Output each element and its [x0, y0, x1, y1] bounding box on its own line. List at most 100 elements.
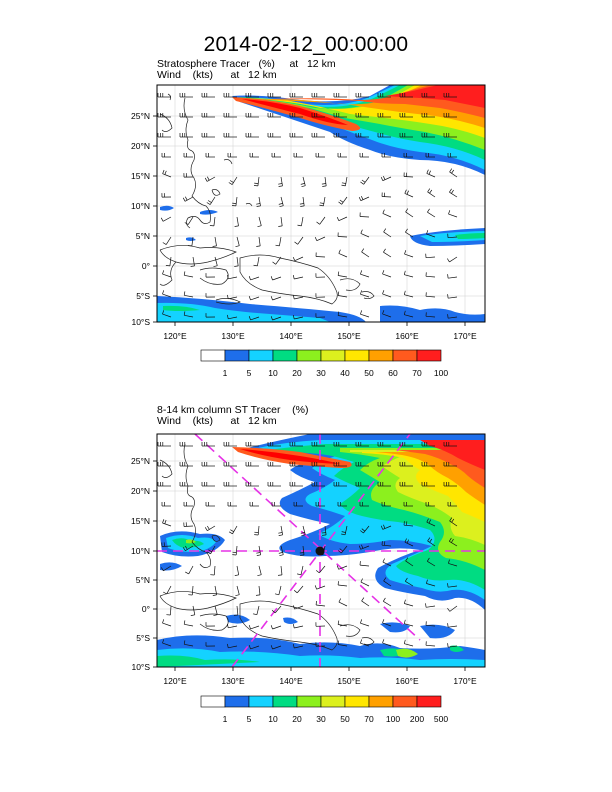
panel1-ytick: 0°: [142, 261, 150, 271]
wind-barb: [162, 622, 172, 627]
wind-barb: [448, 645, 458, 648]
wind-barb: [448, 213, 458, 218]
wind-barb-feather: [292, 275, 295, 280]
wind-barb: [236, 236, 240, 246]
wind-barb: [338, 584, 348, 587]
wind-barb-feather: [301, 534, 306, 537]
colorbar-label: 70: [412, 368, 422, 378]
colorbar-swatch: [320, 695, 346, 708]
wind-barb: [359, 564, 370, 567]
wind-barb-feather: [403, 270, 406, 275]
wind-barb-feather: [382, 270, 385, 275]
colorbar-label: 500: [434, 714, 448, 724]
wind-barb-feather: [360, 578, 363, 583]
wind-barb-feather: [160, 217, 164, 222]
wind-barb: [338, 216, 348, 222]
panel2-map: [156, 433, 486, 668]
wind-barb: [425, 295, 436, 298]
panel1-map: [156, 84, 486, 323]
panel2-ytick: 10°N: [131, 546, 150, 556]
wind-barb: [302, 176, 306, 186]
wind-barb-feather: [314, 236, 318, 241]
wind-barb-feather: [234, 265, 239, 267]
wind-barb-feather: [447, 607, 451, 612]
wind-barb-feather: [257, 225, 262, 228]
wind-barb-feather: [275, 244, 280, 247]
wind-barb-feather: [360, 639, 363, 644]
wind-barb-feather: [428, 519, 432, 524]
wind-barb: [382, 313, 392, 318]
wind-barb: [257, 256, 260, 266]
colorbar-swatch: [416, 695, 442, 708]
wind-barb-feather: [208, 549, 212, 553]
wind-barb-feather: [206, 202, 211, 205]
wind-barb-feather: [338, 598, 342, 603]
wind-barb: [236, 216, 239, 226]
wind-barb: [344, 525, 348, 535]
wind-barb: [382, 176, 392, 182]
wind-barb-feather: [161, 567, 164, 571]
wind-barb-feather: [380, 525, 384, 530]
colorbar-label: 50: [340, 714, 350, 724]
wind-barb: [162, 313, 172, 318]
colorbar-label: 100: [434, 368, 448, 378]
wind-barb: [184, 196, 194, 202]
panel1-ytick: 25°N: [131, 111, 150, 121]
wind-barb: [426, 605, 436, 608]
wind-barb-feather: [227, 314, 229, 319]
wind-barb: [404, 541, 414, 547]
wind-barb-feather: [449, 517, 453, 522]
wind-barb-feather: [338, 201, 342, 205]
wind-barb: [162, 216, 172, 222]
wind-barb: [184, 294, 194, 298]
wind-barb: [405, 211, 414, 218]
wind-barb-feather: [405, 577, 408, 582]
wind-barb: [403, 524, 414, 527]
wind-barb-feather: [358, 545, 361, 550]
wind-barb: [404, 294, 414, 298]
wind-barb: [323, 196, 326, 206]
colorbar-label: 60: [388, 368, 398, 378]
wind-barb: [360, 545, 370, 550]
wind-barb: [382, 213, 392, 218]
wind-barb: [426, 521, 436, 527]
wind-barb: [214, 605, 218, 615]
wind-barb-feather: [337, 550, 342, 554]
wind-barb: [360, 273, 370, 278]
wind-barb-feather: [447, 583, 449, 588]
wind-barb: [404, 314, 414, 318]
wind-barb-feather: [228, 531, 233, 535]
wind-barb-feather: [449, 537, 452, 542]
wind-barb: [162, 173, 172, 178]
wind-barb: [169, 256, 172, 266]
panel2-ytick: 5°N: [136, 575, 150, 585]
wind-barb: [316, 236, 326, 242]
panel1-xtick: 130°E: [221, 331, 245, 341]
wind-barb: [404, 623, 414, 627]
wind-barb: [214, 256, 218, 266]
wind-barb: [363, 525, 370, 534]
wind-barb: [449, 520, 458, 527]
wind-barb-feather: [341, 182, 346, 184]
panel2-ytick: 25°N: [131, 456, 150, 466]
wind-barb: [324, 525, 327, 535]
wind-barb: [250, 625, 260, 630]
wind-barb: [425, 315, 436, 318]
panel1-title: Stratosphere Tracer (%) at 12 km: [157, 58, 336, 70]
wind-barb-feather: [248, 275, 251, 281]
wind-barb-feather: [427, 557, 430, 562]
wind-barb: [236, 565, 240, 575]
panel2-ytick: 0°: [142, 604, 150, 614]
wind-barb-feather: [300, 554, 305, 556]
wind-barb: [214, 236, 217, 246]
wind-barb-feather: [256, 245, 261, 247]
colorbar-label: 200: [410, 714, 424, 724]
colorbar-swatch: [320, 349, 346, 362]
wind-barb: [294, 625, 304, 629]
wind-barb: [359, 216, 370, 218]
wind-barb-feather: [185, 545, 188, 550]
wind-barb-feather: [185, 571, 189, 575]
colorbar-label: 50: [364, 368, 374, 378]
wind-barb-feather: [162, 619, 165, 624]
wind-barb: [184, 274, 194, 278]
